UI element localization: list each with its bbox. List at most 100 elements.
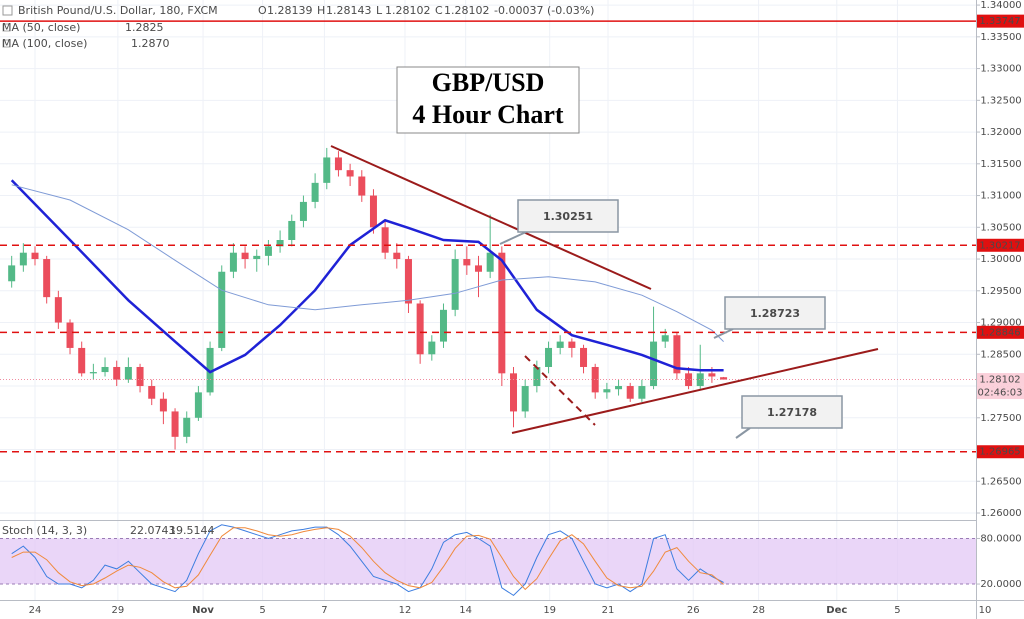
x-tick-label: 12 xyxy=(399,605,412,616)
candle-body xyxy=(101,366,109,373)
candle-body xyxy=(673,335,681,374)
ma-line xyxy=(11,184,724,342)
candle-body xyxy=(311,182,319,202)
stoch-title: Stoch (14, 3, 3) xyxy=(2,524,87,537)
candle-body xyxy=(253,255,261,260)
candle-body xyxy=(708,373,716,377)
candle-body xyxy=(615,386,623,390)
axes: 24 29 Nov 5 7 12 14 19 21 26 28 Dec 5 10 1.26000 1.2650… xyxy=(29,0,1024,616)
icon[interactable] xyxy=(2,5,13,16)
ohlc-change: -0.00037 (-0.03%) xyxy=(494,4,594,17)
y-tick-label: 1.26000 xyxy=(980,508,1021,519)
candle-body xyxy=(498,252,506,374)
y-tick-label: 1.30000 xyxy=(980,254,1021,265)
symbol: British Pound/U.S. Dollar, 180, FXCM xyxy=(18,4,218,17)
candle-body xyxy=(696,373,704,387)
candle-body xyxy=(288,220,296,240)
x-tick-label: Dec xyxy=(826,605,847,616)
callout-box xyxy=(724,296,826,330)
callout-text: 1.27178 xyxy=(767,406,817,419)
x-tick-label: 26 xyxy=(687,605,700,616)
y-tick-label: 1.31500 xyxy=(980,159,1021,170)
title-line: 4 Hour Chart xyxy=(412,100,564,129)
candle-body xyxy=(136,366,144,387)
countdown: 02:46:03 xyxy=(978,388,1023,399)
x-tick-label: 7 xyxy=(321,605,327,616)
candle-body xyxy=(556,341,564,348)
candle-body xyxy=(229,252,237,272)
y-tick-label: 1.32500 xyxy=(980,95,1021,106)
ohlc-value: 1.28102 xyxy=(444,4,490,17)
candle-body xyxy=(404,259,412,304)
candle-body xyxy=(650,341,658,387)
candle-body xyxy=(580,347,588,367)
x-tick-label: 5 xyxy=(894,605,900,616)
candle-body xyxy=(171,411,179,437)
candle-body xyxy=(451,259,459,310)
price-label-box xyxy=(977,325,1024,339)
legend-icon[interactable] xyxy=(2,23,11,32)
price-label-box xyxy=(977,14,1024,28)
ohlc-key: C xyxy=(435,4,443,17)
candle-body xyxy=(8,265,16,282)
ohlc-value: 1.28139 xyxy=(267,4,313,17)
y-tick-label: 80.0000 xyxy=(980,533,1021,544)
candle-body xyxy=(19,252,27,266)
x-tick-label: Nov xyxy=(192,605,214,616)
stoch-panel xyxy=(0,524,976,597)
candle-body xyxy=(603,389,611,393)
candle-body xyxy=(31,252,39,260)
trendlines xyxy=(330,145,879,434)
callout-text: 1.30251 xyxy=(543,210,593,223)
x-tick-label: 19 xyxy=(543,605,556,616)
ohlc-value: 1.28143 xyxy=(326,4,372,17)
price-panel xyxy=(0,20,976,453)
legend-value: 22.0743 xyxy=(130,524,176,537)
y-tick-label: 1.34000 xyxy=(980,0,1021,11)
ohlc-key: H xyxy=(317,4,325,17)
legend-value: 19.5144 xyxy=(169,524,215,537)
candle-body xyxy=(323,157,331,183)
price-label-box xyxy=(977,238,1024,252)
trendline xyxy=(511,348,879,434)
callout-text: 1.28723 xyxy=(750,307,800,320)
stoch-band xyxy=(0,538,976,585)
candle-body xyxy=(521,386,529,412)
price-label-box xyxy=(977,445,1024,459)
legend-icon[interactable] xyxy=(2,39,11,48)
stoch-line xyxy=(11,527,724,591)
y-tick-label: 1.32000 xyxy=(980,127,1021,138)
ohlc-key: L xyxy=(376,4,383,17)
candle-body xyxy=(510,373,518,412)
candle-body xyxy=(194,392,202,418)
x-tick-label: 24 xyxy=(29,605,42,616)
y-tick-label: 1.29500 xyxy=(980,286,1021,297)
candle-body xyxy=(591,366,599,393)
x-tick-label: 29 xyxy=(112,605,125,616)
ohlc-value: 1.28102 xyxy=(385,4,431,17)
candle-body xyxy=(533,366,541,387)
callout-box xyxy=(517,199,619,233)
price-label: 1.33747 xyxy=(979,16,1020,27)
candle-body xyxy=(568,341,576,348)
candle-body xyxy=(159,398,167,412)
candle-body xyxy=(720,377,728,380)
x-tick-label: 21 xyxy=(602,605,615,616)
x-tick-label: 28 xyxy=(752,605,765,616)
title-box xyxy=(396,66,580,134)
candle-body xyxy=(113,366,121,380)
x-tick-label: 14 xyxy=(459,605,472,616)
callout-pointer xyxy=(735,427,751,439)
candle-body xyxy=(428,341,436,355)
ma-line xyxy=(10,179,724,374)
y-tick-label: 1.28500 xyxy=(980,349,1021,360)
y-tick-label: 1.33000 xyxy=(980,64,1021,75)
candle-body xyxy=(685,373,693,387)
candle-body xyxy=(439,309,447,342)
candle-body xyxy=(486,252,494,272)
candle-body xyxy=(218,271,226,348)
callout-box xyxy=(741,395,843,429)
x-tick-label: 10 xyxy=(979,605,992,616)
